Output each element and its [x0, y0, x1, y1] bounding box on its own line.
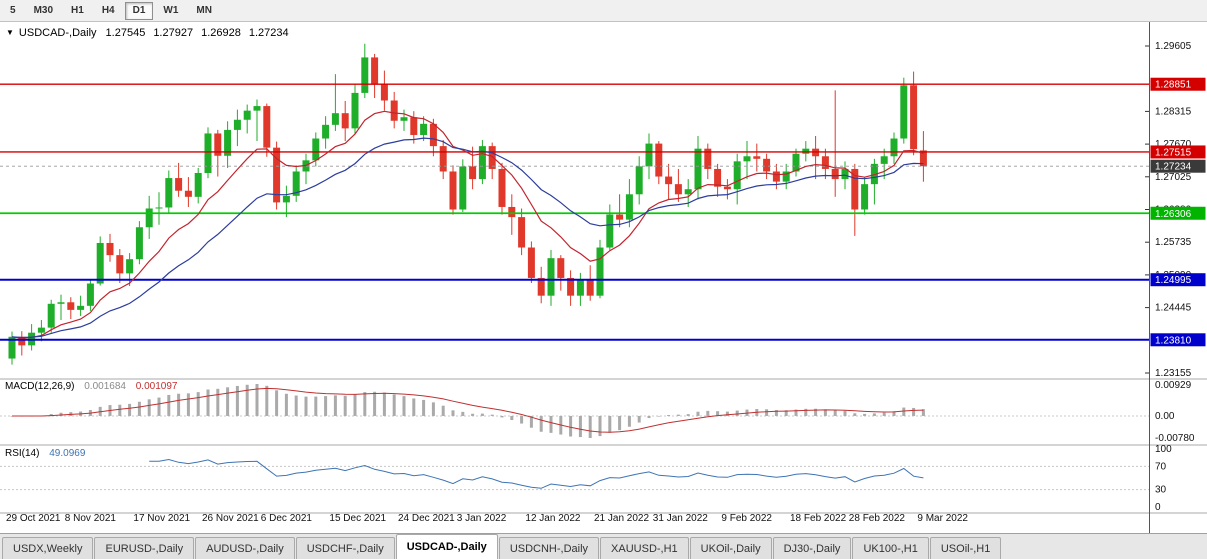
price-badge: 1.27515 [1150, 145, 1206, 159]
svg-text:31 Jan 2022: 31 Jan 2022 [653, 513, 708, 524]
svg-text:1.27025: 1.27025 [1155, 172, 1192, 183]
macd-signal-line [12, 387, 924, 433]
rsi-label: RSI(14) [5, 448, 40, 459]
price-badge: 1.28851 [1150, 77, 1206, 91]
moving-average-lines [11, 110, 924, 339]
candles-layer [8, 43, 927, 365]
timeframe-button-5[interactable]: 5 [10, 5, 16, 16]
svg-text:-0.00780: -0.00780 [1155, 433, 1195, 444]
svg-text:1.24445: 1.24445 [1155, 303, 1192, 314]
tab-usoil-h1[interactable]: USOil-,H1 [929, 537, 1002, 559]
svg-text:15 Dec 2021: 15 Dec 2021 [329, 513, 386, 524]
tab-audusd-daily[interactable]: AUDUSD-,Daily [195, 537, 295, 559]
chart-canvas[interactable]: 1.296051.283151.276701.270251.263801.257… [0, 22, 1207, 533]
svg-text:12 Jan 2022: 12 Jan 2022 [525, 513, 580, 524]
svg-text:28 Feb 2022: 28 Feb 2022 [849, 513, 906, 524]
timeframe-button-mn[interactable]: MN [196, 5, 212, 16]
macd-label: MACD(12,26,9) [5, 381, 75, 392]
timeframe-button-h4[interactable]: H4 [101, 5, 115, 16]
svg-text:100: 100 [1155, 444, 1172, 455]
svg-text:0: 0 [1155, 502, 1161, 513]
svg-text:1.28851: 1.28851 [1155, 80, 1192, 91]
svg-text:1.23155: 1.23155 [1155, 368, 1192, 379]
svg-text:1.23810: 1.23810 [1155, 335, 1192, 346]
svg-text:30: 30 [1155, 485, 1167, 496]
chart-symbol-label: USDCAD-,Daily [18, 27, 97, 39]
macd-axis[interactable]: 0.00929 0.00 -0.00780 [1155, 380, 1195, 444]
tab-xauusd-h1[interactable]: XAUUSD-,H1 [600, 537, 689, 559]
price-badge: 1.23810 [1150, 333, 1206, 347]
svg-text:18 Feb 2022: 18 Feb 2022 [790, 513, 847, 524]
svg-text:1.27234: 1.27234 [1155, 162, 1192, 173]
svg-text:1.29605: 1.29605 [1155, 41, 1192, 52]
chart-tabs-bar: USDX,Weekly EURUSD-,Daily AUDUSD-,Daily USD… [0, 533, 1207, 559]
tab-eurusd-daily[interactable]: EURUSD-,Daily [94, 537, 195, 559]
timeframe-button-h1[interactable]: H1 [71, 5, 84, 16]
price-badge: 1.26306 [1150, 206, 1206, 220]
price-badge: 1.24995 [1150, 273, 1206, 287]
rsi-indicator-header: RSI(14) 49.0969 [5, 448, 85, 459]
tab-ukoil-daily[interactable]: UKOil-,Daily [689, 537, 772, 559]
timeframe-button-m30[interactable]: M30 [33, 5, 54, 16]
svg-text:1.25735: 1.25735 [1155, 237, 1192, 248]
svg-text:0.00929: 0.00929 [1155, 380, 1192, 391]
tab-dj30-daily[interactable]: DJ30-,Daily [772, 537, 852, 559]
macd-signal-value: 0.001097 [135, 381, 178, 392]
svg-text:1.28315: 1.28315 [1155, 106, 1192, 117]
timeframe-button-w1[interactable]: W1 [163, 5, 179, 16]
level-lines[interactable] [0, 83, 1149, 341]
tab-usdcad-daily[interactable]: USDCAD-,Daily [395, 534, 498, 559]
tab-usdchf-daily[interactable]: USDCHF-,Daily [295, 537, 395, 559]
rsi-value: 49.0969 [49, 448, 86, 459]
svg-text:1.26306: 1.26306 [1155, 209, 1192, 220]
chart-dropdown-arrow-icon[interactable]: ▼ [6, 28, 14, 37]
macd-main-value: 0.001684 [84, 381, 126, 392]
svg-text:1.24995: 1.24995 [1155, 275, 1192, 286]
tab-usdcnh-daily[interactable]: USDCNH-,Daily [498, 537, 600, 559]
tab-uk100-h1[interactable]: UK100-,H1 [852, 537, 929, 559]
svg-text:26 Nov 2021: 26 Nov 2021 [202, 513, 259, 524]
svg-text:8 Nov 2021: 8 Nov 2021 [65, 513, 117, 524]
svg-text:6 Dec 2021: 6 Dec 2021 [261, 513, 313, 524]
macd-indicator-header: MACD(12,26,9) 0.001684 0.001097 [5, 381, 177, 392]
timeframe-button-d1[interactable]: D1 [124, 1, 154, 20]
svg-text:3 Jan 2022: 3 Jan 2022 [457, 513, 507, 524]
svg-text:1.27515: 1.27515 [1155, 147, 1192, 158]
date-axis[interactable]: 29 Oct 2021 8 Nov 2021 17 Nov 2021 26 Nov 2… [6, 513, 968, 524]
tab-usdx-weekly[interactable]: USDX,Weekly [2, 537, 94, 559]
price-badge: 1.27234 [1150, 159, 1206, 173]
svg-text:9 Mar 2022: 9 Mar 2022 [917, 513, 968, 524]
macd-histogram [0, 384, 1149, 438]
svg-text:24 Dec 2021: 24 Dec 2021 [398, 513, 455, 524]
svg-text:0.00: 0.00 [1155, 411, 1175, 422]
panel-separators [0, 22, 1207, 533]
rsi-line [0, 458, 1149, 491]
svg-text:9 Feb 2022: 9 Feb 2022 [721, 513, 772, 524]
ohlc-open-value: 1.27545 [105, 27, 146, 39]
rsi-axis[interactable]: 100 70 30 0 [1155, 444, 1172, 513]
ohlc-high-value: 1.27927 [153, 27, 194, 39]
timeframe-toolbar: 5 M30 H1 H4 D1 W1 MN [0, 0, 1207, 22]
svg-text:17 Nov 2021: 17 Nov 2021 [133, 513, 190, 524]
svg-text:21 Jan 2022: 21 Jan 2022 [594, 513, 649, 524]
svg-text:29 Oct 2021: 29 Oct 2021 [6, 513, 61, 524]
chart-ohlc-header: ▼ USDCAD-,Daily 1.27545 1.27927 1.26928 … [6, 27, 297, 39]
svg-text:1.27670: 1.27670 [1155, 139, 1192, 150]
svg-text:70: 70 [1155, 461, 1167, 472]
ohlc-low-value: 1.26928 [201, 27, 241, 39]
ohlc-close-value: 1.27234 [248, 27, 289, 39]
